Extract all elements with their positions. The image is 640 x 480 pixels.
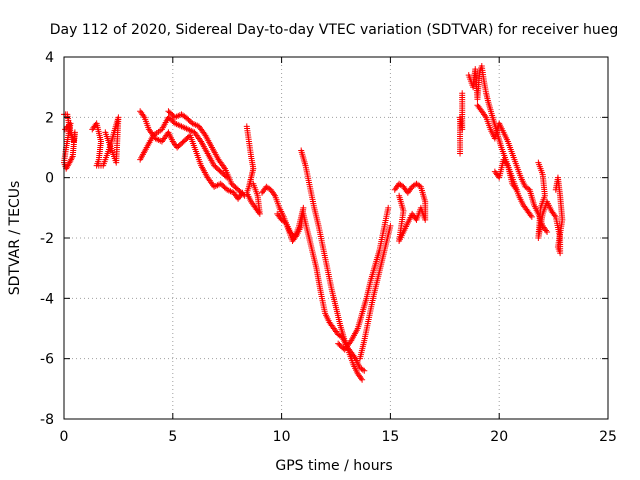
x-tick-label: 15 bbox=[381, 429, 399, 445]
data-point bbox=[102, 129, 109, 136]
data-point bbox=[459, 90, 466, 97]
data-point bbox=[274, 210, 281, 217]
y-tick-label: -6 bbox=[40, 352, 54, 368]
y-tick-label: -4 bbox=[40, 291, 54, 307]
data-point bbox=[250, 180, 257, 187]
axes: 0 5 10 15 20 25 -8 -6 -4 -2 0 2 4 bbox=[40, 50, 617, 445]
data-point bbox=[62, 126, 69, 133]
y-tick-label: 4 bbox=[45, 50, 54, 66]
data-point bbox=[528, 213, 535, 220]
chart-title: Day 112 of 2020, Sidereal Day-to-day VTE… bbox=[50, 22, 618, 38]
data-point bbox=[266, 185, 273, 192]
data-point bbox=[385, 204, 392, 211]
data-point bbox=[280, 217, 287, 224]
data-point bbox=[359, 366, 366, 373]
y-tick-label: -2 bbox=[40, 231, 54, 247]
data-point bbox=[513, 186, 520, 193]
y-tick-label: 2 bbox=[45, 110, 54, 126]
data-point bbox=[241, 192, 248, 199]
x-tick-label: 5 bbox=[168, 429, 177, 445]
x-tick-label: 10 bbox=[273, 429, 291, 445]
gridlines bbox=[64, 57, 608, 419]
data-point bbox=[544, 228, 551, 235]
y-tick-label: -8 bbox=[40, 412, 54, 428]
x-axis-label: GPS time / hours bbox=[275, 458, 392, 474]
x-tick-label: 25 bbox=[599, 429, 617, 445]
x-tick-label: 20 bbox=[490, 429, 508, 445]
y-tick-label: 0 bbox=[45, 171, 54, 187]
data-point bbox=[399, 182, 406, 189]
data-point bbox=[387, 222, 394, 229]
x-tick-label: 0 bbox=[60, 429, 69, 445]
y-axis-label: SDTVAR / TECUs bbox=[7, 181, 23, 296]
data-point bbox=[361, 367, 368, 374]
data-point bbox=[359, 376, 366, 383]
data-points bbox=[61, 63, 566, 383]
data-point bbox=[552, 186, 559, 193]
data-point bbox=[396, 192, 403, 199]
